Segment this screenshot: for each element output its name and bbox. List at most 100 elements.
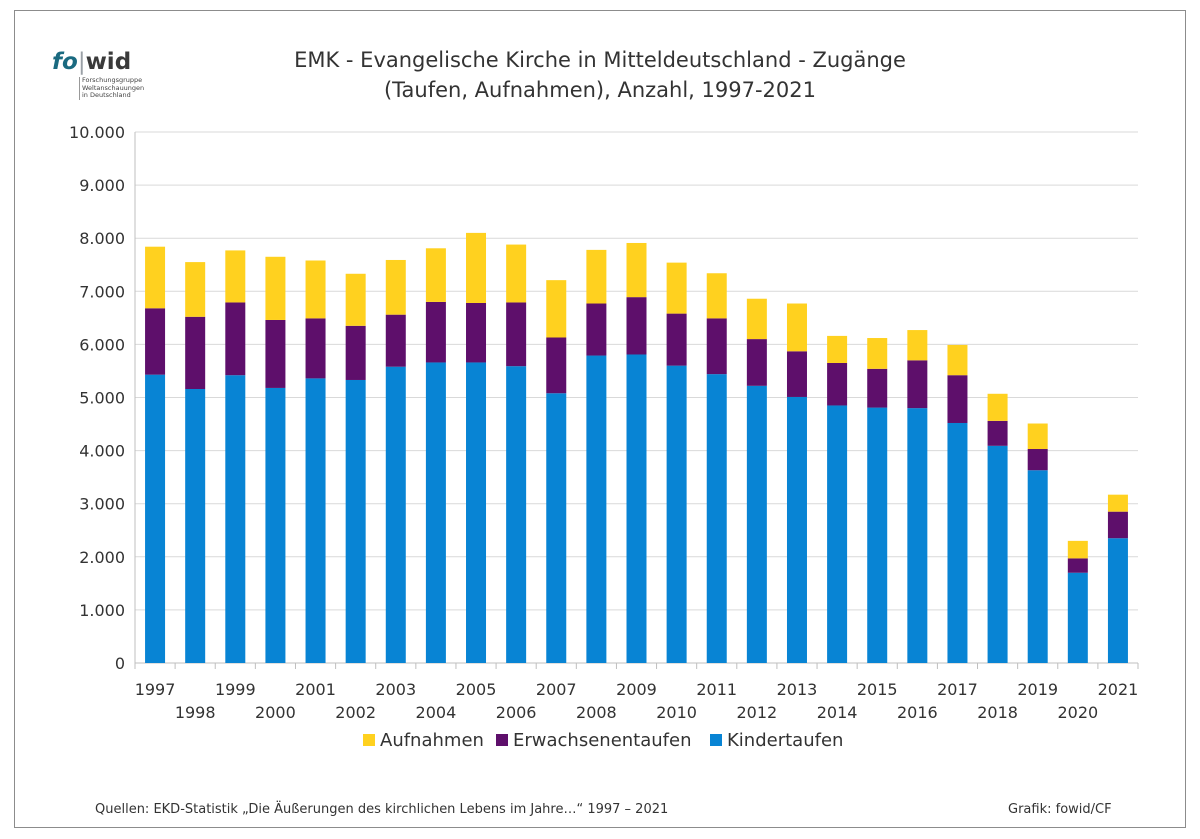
bar-aufnahmen: [1067, 540, 1088, 559]
chart-title: EMK - Evangelische Kirche in Mitteldeuts…: [294, 48, 906, 72]
bar-aufnahmen: [867, 338, 888, 369]
bar-aufnahmen: [786, 303, 807, 352]
bar-erwachsenentaufen: [506, 302, 527, 367]
bar-aufnahmen: [666, 262, 687, 314]
x-tick-label: 2007: [536, 680, 577, 699]
bar-kindertaufen: [425, 362, 446, 663]
bar-kindertaufen: [746, 385, 767, 663]
x-tick-label: 2013: [777, 680, 818, 699]
bar-kindertaufen: [265, 387, 286, 663]
y-tick-label: 1.000: [79, 601, 125, 620]
x-tick-label: 2018: [977, 703, 1018, 722]
bar-erwachsenentaufen: [425, 301, 446, 363]
bar-aufnahmen: [827, 335, 848, 363]
bar-kindertaufen: [225, 375, 246, 663]
y-tick-label: 9.000: [79, 176, 125, 195]
legend-label: Aufnahmen: [380, 730, 484, 751]
bar-kindertaufen: [786, 396, 807, 663]
bar-kindertaufen: [706, 374, 727, 663]
bar-aufnahmen: [425, 248, 446, 302]
bar-erwachsenentaufen: [225, 302, 246, 376]
bar-kindertaufen: [827, 405, 848, 663]
x-tick-label: 2003: [375, 680, 416, 699]
bar-aufnahmen: [746, 298, 767, 340]
bar-aufnahmen: [225, 250, 246, 303]
x-tick-label: 1997: [135, 680, 176, 699]
y-tick-label: 0: [115, 654, 125, 673]
bar-erwachsenentaufen: [1107, 511, 1128, 539]
bar-erwachsenentaufen: [987, 420, 1008, 446]
x-tick-label: 2017: [937, 680, 978, 699]
bar-aufnahmen: [907, 330, 928, 361]
bar-kindertaufen: [345, 379, 366, 663]
x-tick-label: 2014: [817, 703, 858, 722]
bar-erwachsenentaufen: [265, 319, 286, 388]
x-tick-label: 2019: [1017, 680, 1058, 699]
x-tick-label: 2010: [656, 703, 697, 722]
y-tick-label: 7.000: [79, 282, 125, 301]
y-tick-label: 10.000: [69, 123, 125, 142]
bar-erwachsenentaufen: [746, 339, 767, 386]
logo-wordmark: fo|wid: [52, 49, 132, 75]
x-tick-label: 2002: [335, 703, 376, 722]
bar-erwachsenentaufen: [1027, 449, 1048, 471]
bar-aufnahmen: [145, 246, 166, 309]
logo-wid: wid: [85, 49, 132, 75]
bar-aufnahmen: [626, 242, 647, 298]
bar-kindertaufen: [546, 393, 567, 663]
bar-erwachsenentaufen: [385, 314, 406, 367]
y-tick-label: 6.000: [79, 335, 125, 354]
x-tick-label: 2011: [696, 680, 737, 699]
x-tick-label: 2001: [295, 680, 336, 699]
bar-erwachsenentaufen: [626, 297, 647, 355]
credit-note: Grafik: fowid/CF: [1008, 802, 1112, 817]
bar-aufnahmen: [1107, 494, 1128, 512]
legend-swatch: [496, 734, 508, 746]
y-tick-label: 8.000: [79, 229, 125, 248]
logo-sub-line: Weltanschauungen: [82, 83, 145, 92]
bar-erwachsenentaufen: [706, 318, 727, 375]
bar-kindertaufen: [385, 366, 406, 663]
bar-erwachsenentaufen: [786, 351, 807, 397]
x-tick-label: 1999: [215, 680, 256, 699]
bar-erwachsenentaufen: [546, 337, 567, 394]
bar-aufnahmen: [506, 244, 527, 303]
bar-erwachsenentaufen: [947, 375, 968, 423]
bar-kindertaufen: [907, 408, 928, 663]
bar-aufnahmen: [466, 232, 487, 303]
bar-erwachsenentaufen: [666, 313, 687, 366]
y-tick-label: 3.000: [79, 495, 125, 514]
y-tick-label: 4.000: [79, 442, 125, 461]
x-tick-label: 2009: [616, 680, 657, 699]
legend-label: Kindertaufen: [727, 730, 843, 751]
x-tick-label: 2012: [737, 703, 778, 722]
chart-frame: [14, 10, 1186, 828]
bar-kindertaufen: [626, 354, 647, 663]
bar-aufnahmen: [706, 273, 727, 319]
legend-swatch: [363, 734, 375, 746]
bar-kindertaufen: [987, 445, 1008, 663]
fowid-logo: fo|wid Forschungsgruppe Weltanschauungen…: [52, 50, 152, 108]
bar-kindertaufen: [506, 366, 527, 663]
bar-kindertaufen: [466, 362, 487, 663]
bar-aufnahmen: [345, 273, 366, 326]
y-tick-label: 2.000: [79, 548, 125, 567]
x-tick-label: 2005: [456, 680, 497, 699]
bar-erwachsenentaufen: [185, 316, 206, 390]
bar-kindertaufen: [586, 355, 607, 663]
bar-erwachsenentaufen: [586, 303, 607, 356]
bar-erwachsenentaufen: [305, 318, 326, 379]
bar-aufnahmen: [1027, 423, 1048, 450]
bar-kindertaufen: [947, 422, 968, 663]
x-tick-label: 2021: [1098, 680, 1139, 699]
bar-kindertaufen: [145, 374, 166, 663]
x-tick-label: 2015: [857, 680, 898, 699]
x-tick-label: 2006: [496, 703, 537, 722]
bar-kindertaufen: [305, 378, 326, 663]
bar-kindertaufen: [185, 389, 206, 663]
x-tick-label: 2000: [255, 703, 296, 722]
bar-kindertaufen: [666, 365, 687, 663]
x-tick-label: 2008: [576, 703, 617, 722]
bar-erwachsenentaufen: [867, 368, 888, 408]
bar-aufnahmen: [586, 249, 607, 304]
